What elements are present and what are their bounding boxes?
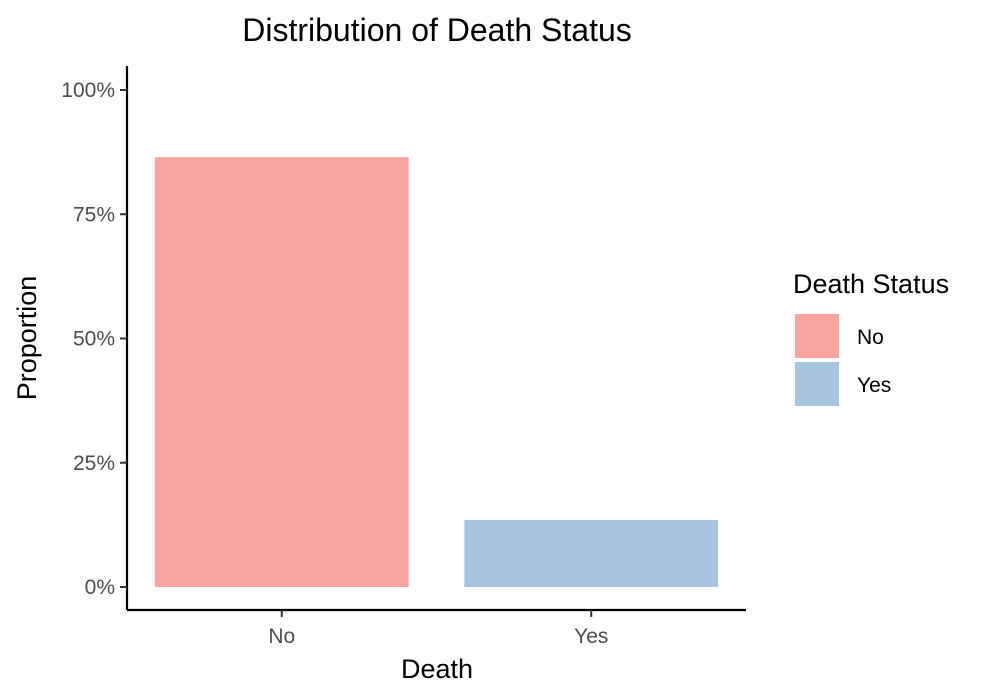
x-tick-label-yes: Yes: [574, 625, 608, 648]
y-tick-label: 100%: [61, 79, 115, 102]
legend-label-yes: Yes: [857, 374, 891, 397]
y-tick-label: 0%: [85, 576, 115, 599]
legend-swatch-yes: [795, 362, 839, 406]
x-tick-label-no: No: [268, 625, 295, 648]
legend-label-no: No: [857, 326, 884, 349]
legend-title: Death Status: [793, 269, 949, 299]
bar-no: [154, 157, 409, 587]
bars-group: [154, 157, 719, 587]
x-axis: No Yes: [127, 608, 746, 648]
x-axis-title: Death: [401, 654, 473, 684]
y-axis: 0% 25% 50% 75% 100%: [61, 66, 129, 610]
y-axis-title: Proportion: [12, 276, 42, 401]
y-tick-label: 75%: [73, 203, 115, 226]
legend: Death Status No Yes: [793, 269, 949, 406]
chart-title: Distribution of Death Status: [242, 12, 632, 48]
legend-swatch-no: [795, 314, 839, 358]
y-tick-label: 25%: [73, 452, 115, 475]
y-tick-label: 50%: [73, 328, 115, 351]
bar-yes: [464, 519, 719, 587]
